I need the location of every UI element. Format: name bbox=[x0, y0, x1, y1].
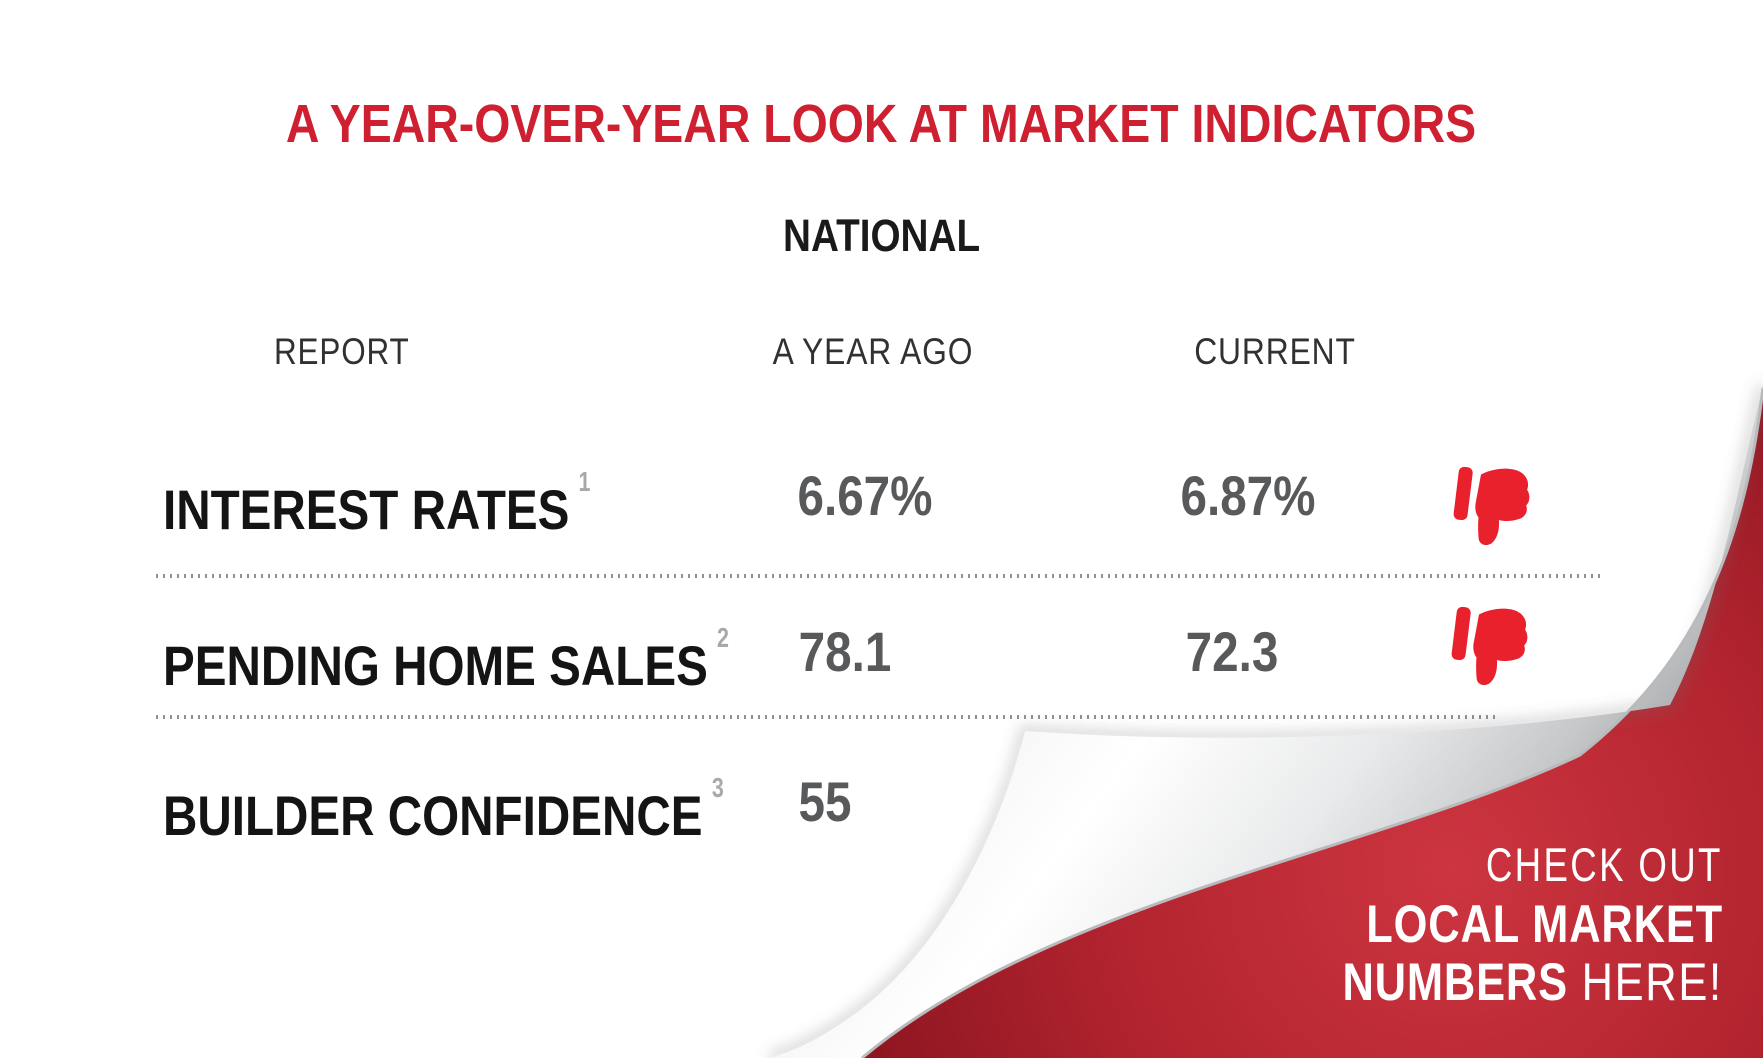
footnote-marker: 3 bbox=[711, 772, 724, 803]
value-pending-home-sales-year-ago: 78.1 bbox=[798, 620, 892, 683]
thumbs-down-icon bbox=[1451, 606, 1528, 686]
dotted-divider bbox=[156, 715, 1500, 719]
table-row-label-builder-confidence: BUILDER CONFIDENCE 3 bbox=[163, 772, 724, 847]
table-row-label-interest-rates: INTEREST RATES 1 bbox=[163, 466, 591, 541]
column-header-current: CURRENT bbox=[1194, 331, 1356, 372]
corner-cta-line3: NUMBERS HERE! bbox=[1342, 953, 1723, 1012]
dotted-divider bbox=[156, 574, 1604, 578]
value-interest-rates-current: 6.87% bbox=[1180, 464, 1316, 527]
value-pending-home-sales-current: 72.3 bbox=[1185, 620, 1279, 683]
value-builder-confidence-year-ago: 55 bbox=[798, 770, 852, 833]
thumbs-down-icon bbox=[1453, 466, 1530, 546]
section-label: NATIONAL bbox=[0, 213, 1763, 258]
value-interest-rates-year-ago: 6.67% bbox=[797, 464, 933, 527]
page-title: A YEAR-OVER-YEAR LOOK AT MARKET INDICATO… bbox=[0, 97, 1763, 151]
section-label-text: NATIONAL bbox=[782, 210, 981, 261]
corner-cta-line2: LOCAL MARKET bbox=[1366, 895, 1723, 954]
page-title-text: A YEAR-OVER-YEAR LOOK AT MARKET INDICATO… bbox=[286, 94, 1477, 154]
column-header-report: REPORT bbox=[274, 331, 410, 372]
column-header-year-ago: A YEAR AGO bbox=[772, 331, 974, 372]
footnote-marker: 2 bbox=[716, 622, 729, 653]
footnote-marker: 1 bbox=[578, 466, 591, 497]
table-row-label-pending-home-sales: PENDING HOME SALES 2 bbox=[163, 622, 729, 697]
corner-cta-line1: CHECK OUT bbox=[1486, 838, 1723, 891]
